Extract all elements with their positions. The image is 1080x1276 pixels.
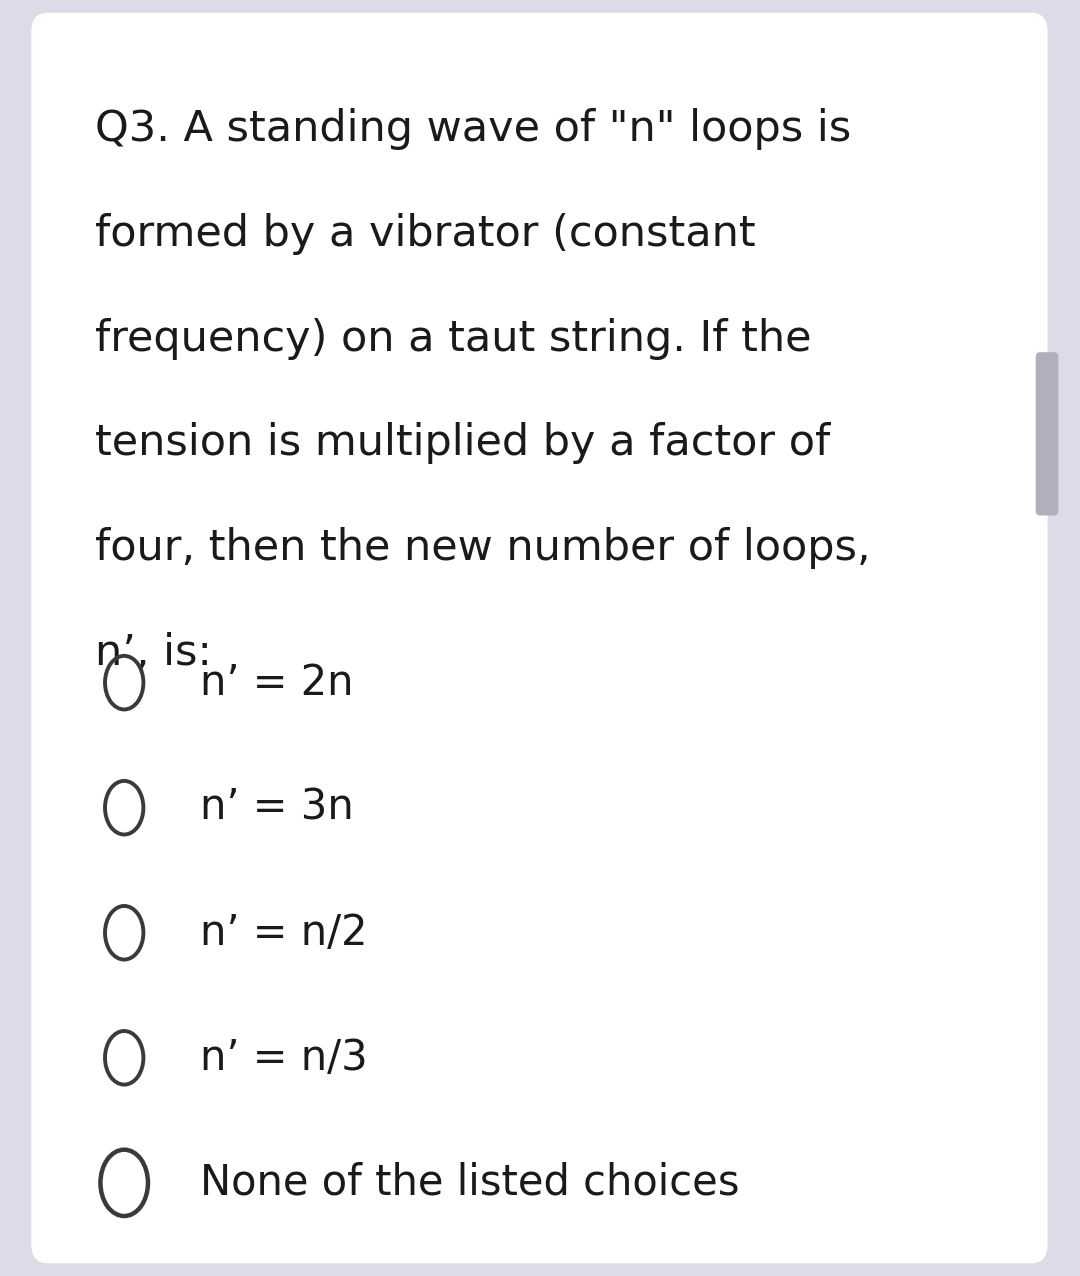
Text: n’ = 2n: n’ = 2n — [200, 662, 353, 703]
Text: frequency) on a taut string. If the: frequency) on a taut string. If the — [95, 318, 811, 360]
Text: formed by a vibrator (constant: formed by a vibrator (constant — [95, 213, 756, 255]
Text: tension is multiplied by a factor of: tension is multiplied by a factor of — [95, 422, 831, 464]
Text: None of the listed choices: None of the listed choices — [200, 1162, 740, 1203]
Text: n’ = n/3: n’ = n/3 — [200, 1037, 367, 1078]
Text: n’, is:: n’, is: — [95, 632, 212, 674]
Text: Q3. A standing wave of "n" loops is: Q3. A standing wave of "n" loops is — [95, 108, 851, 151]
Text: four, then the new number of loops,: four, then the new number of loops, — [95, 527, 870, 569]
Text: n’ = 3n: n’ = 3n — [200, 787, 353, 828]
Text: n’ = n/2: n’ = n/2 — [200, 912, 367, 953]
FancyBboxPatch shape — [31, 13, 1048, 1263]
FancyBboxPatch shape — [1036, 352, 1058, 516]
